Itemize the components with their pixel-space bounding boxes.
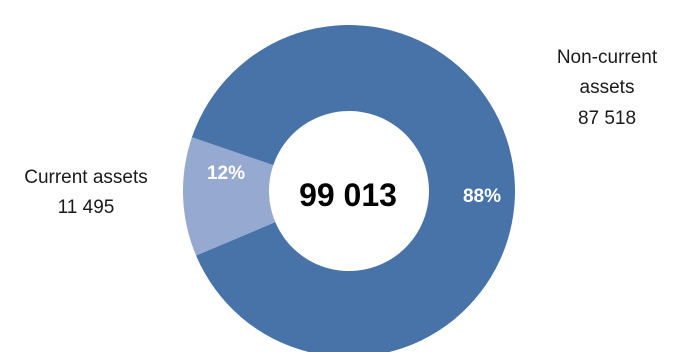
category-value-non-current-assets: 87 518: [578, 108, 636, 129]
percent-label-non-current-assets: 88%: [463, 186, 501, 207]
percent-label-current-assets: 12%: [207, 163, 245, 184]
slice-non-current-assets: [191, 25, 515, 352]
category-label-non-current-assets: Non-current assets 87 518: [557, 47, 658, 129]
category-name-non-current-assets-line2: assets: [580, 77, 635, 98]
category-name-current-assets: Current assets: [24, 167, 148, 188]
category-value-current-assets: 11 495: [58, 197, 115, 218]
donut-slices: [182, 25, 515, 352]
center-total-label: 99 013: [299, 177, 397, 213]
category-label-current-assets: Current assets 11 495: [24, 167, 148, 218]
category-name-non-current-assets-line1: Non-current: [557, 47, 658, 68]
slice-current-assets: [182, 137, 276, 256]
